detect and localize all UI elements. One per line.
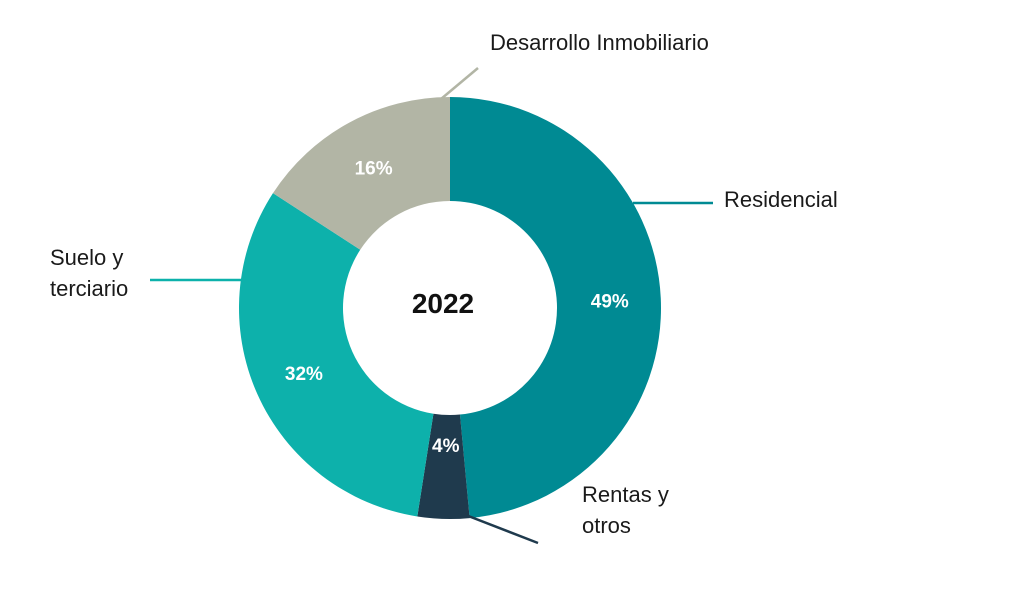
category-label-residencial: Residencial: [724, 187, 838, 212]
category-label-desarrollo-inmobiliario: Desarrollo Inmobiliario: [490, 30, 709, 55]
leader-line-desarrollo-inmobiliario: [440, 67, 479, 100]
leader-line-rentas-y-otros: [457, 510, 539, 545]
slice-desarrollo-inmobiliario: [272, 97, 450, 250]
center-year-label: 2022: [412, 288, 474, 319]
value-label-desarrollo-inmobiliario: 16%: [355, 158, 393, 179]
value-label-suelo-y-terciario: 32%: [285, 364, 323, 385]
category-label-line: terciario: [50, 276, 128, 301]
category-label-line: Desarrollo Inmobiliario: [490, 30, 709, 55]
category-label-line: Rentas y: [582, 482, 669, 507]
value-label-rentas-y-otros: 4%: [432, 436, 460, 457]
slice-suelo-y-terciario: [238, 193, 434, 517]
category-labels-layer: Residencial Rentas y otros Suelo y terciario…: [50, 30, 838, 538]
category-label-suelo-y-terciario: Suelo y terciario: [50, 245, 128, 301]
value-label-residencial: 49%: [591, 292, 629, 313]
slice-rentas-y-otros: [417, 413, 470, 520]
leader-lines-layer: [150, 67, 713, 545]
value-labels-layer: 49% 4% 32% 16%: [285, 158, 629, 457]
category-label-rentas-y-otros: Rentas y otros: [582, 482, 669, 538]
category-label-line: otros: [582, 513, 631, 538]
category-label-line: Residencial: [724, 187, 838, 212]
slice-residencial: [450, 97, 662, 519]
category-label-line: Suelo y: [50, 245, 123, 270]
slices-layer: [238, 97, 662, 520]
